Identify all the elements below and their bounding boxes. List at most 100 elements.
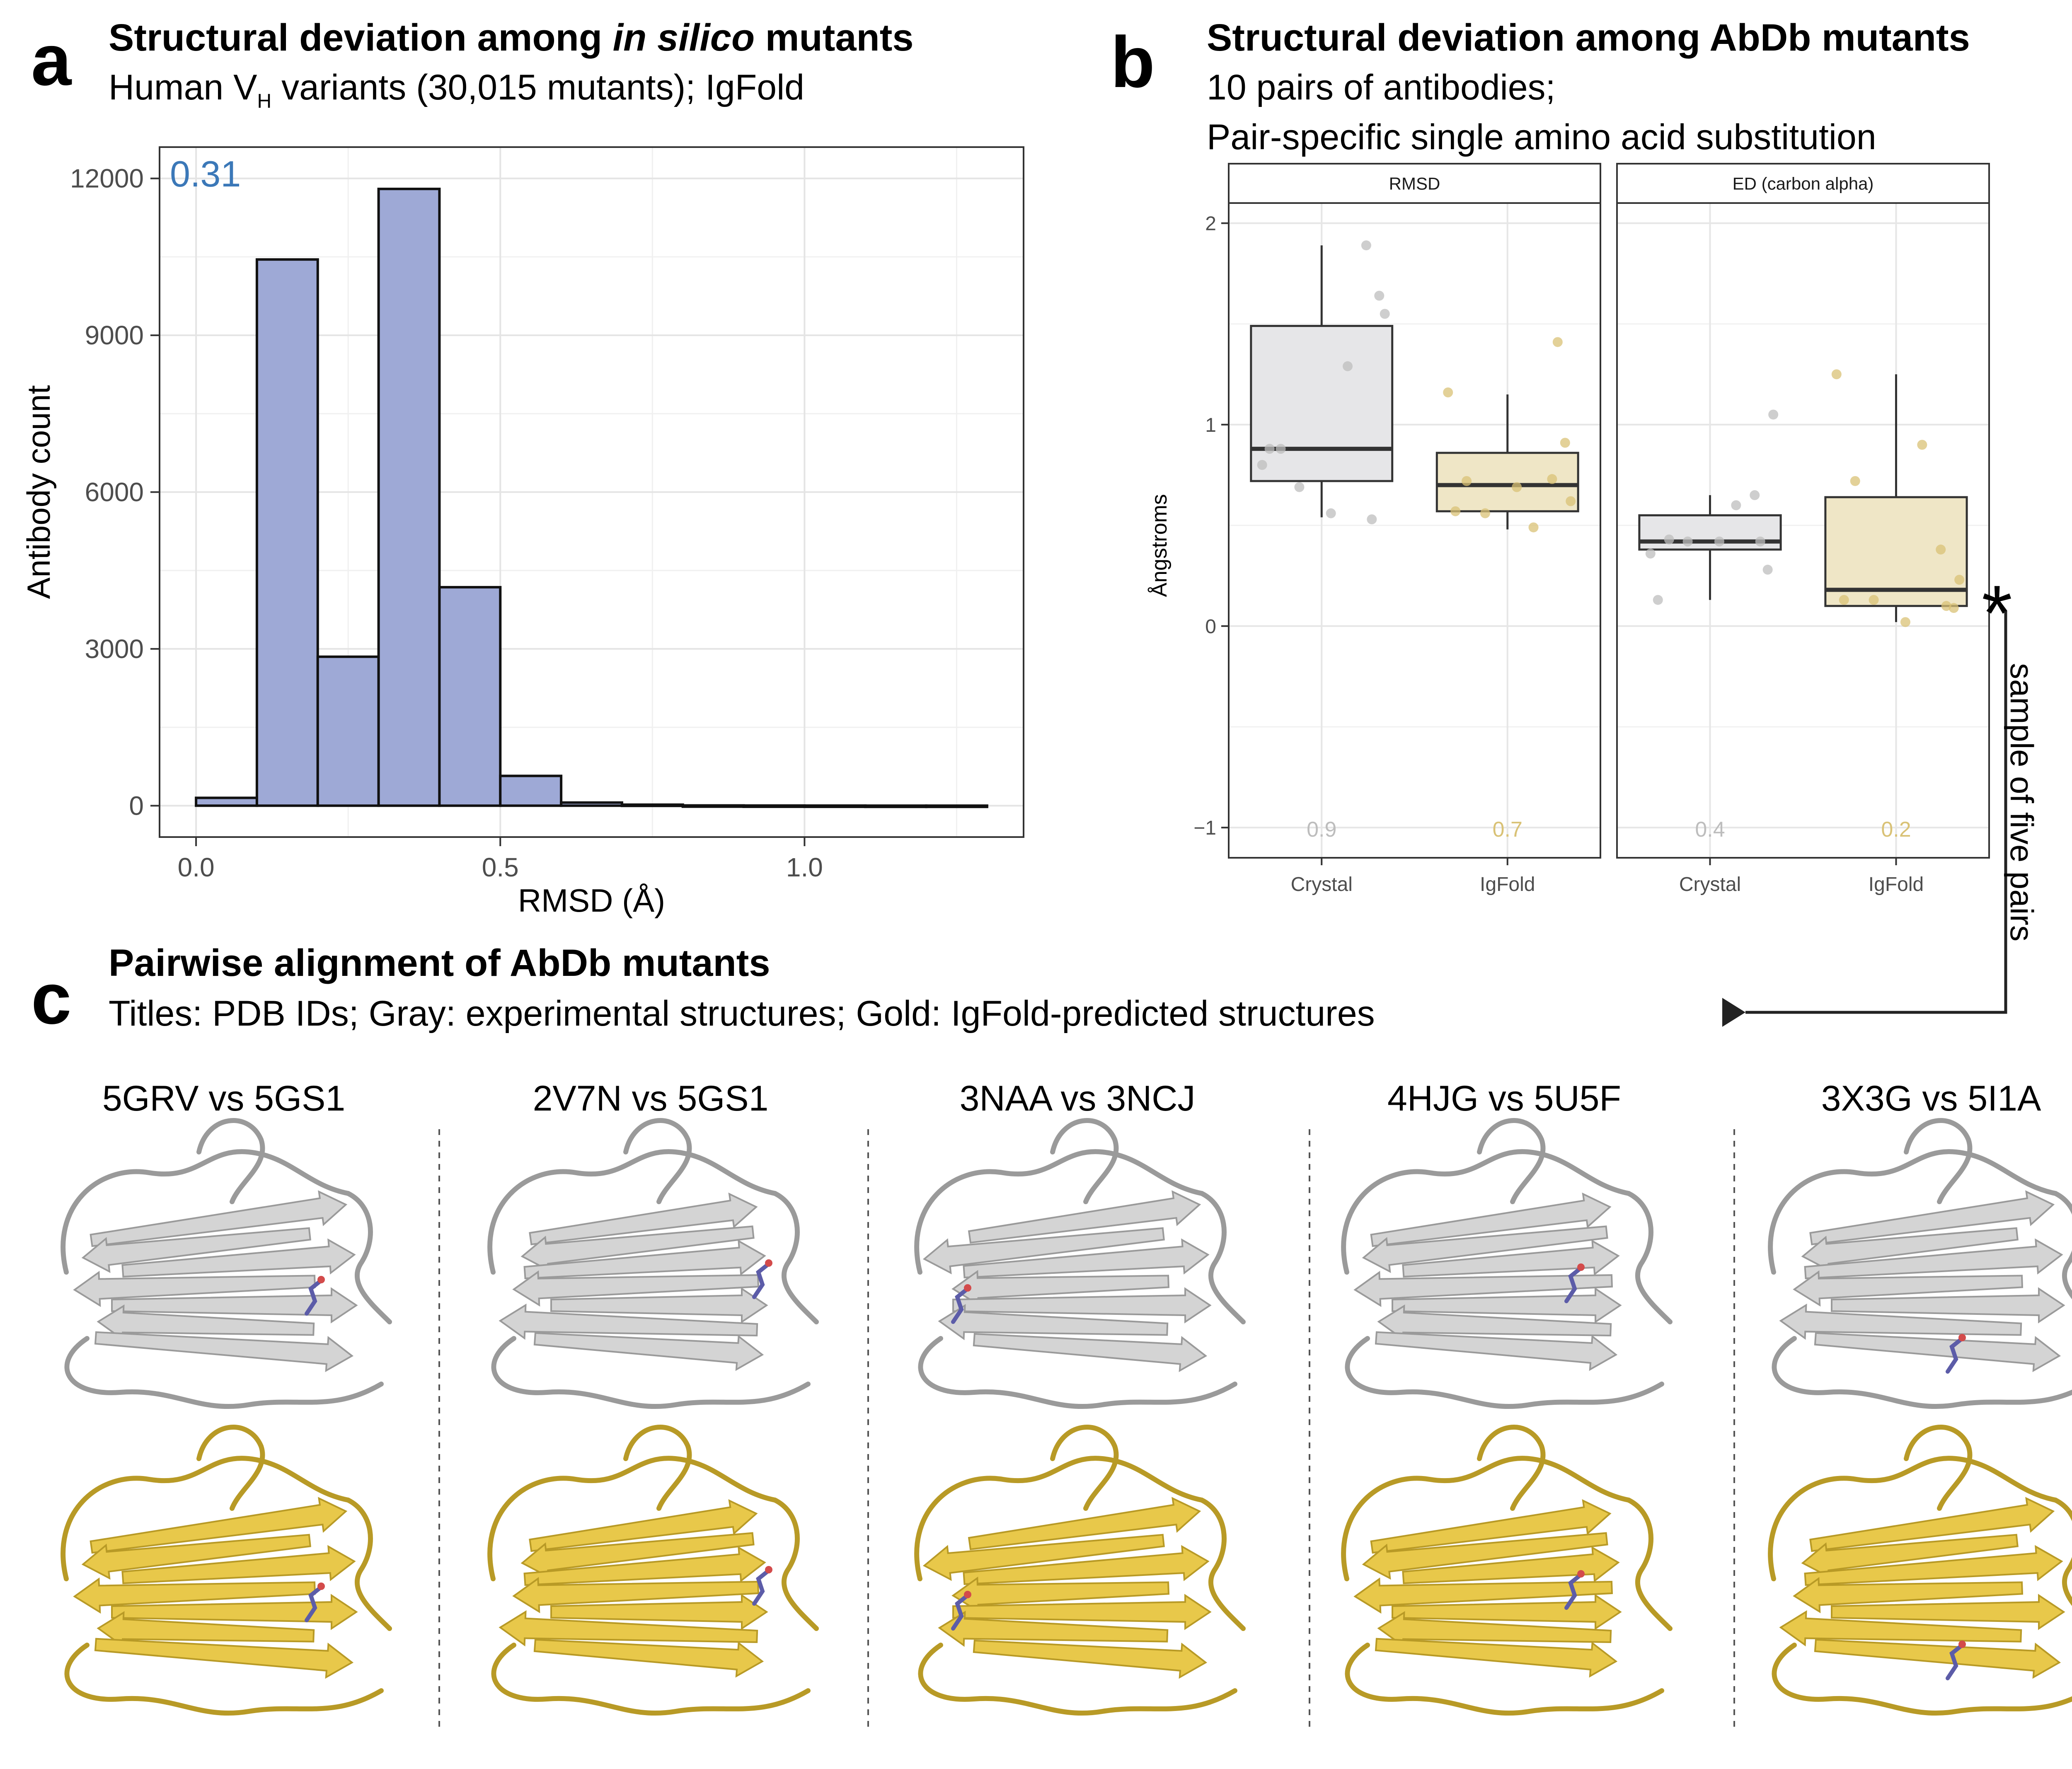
beta-strand [81,1227,311,1273]
beta-strand [520,1532,755,1578]
histogram-bar [195,796,258,807]
data-point [1367,514,1377,525]
loop-segment [1199,1498,1246,1631]
loop-segment [61,1456,351,1581]
median-label: 0.9 [1307,818,1336,842]
y-tick-label: 1 [1205,414,1216,436]
mutated-residue [951,1593,970,1631]
y-axis-title: Ångstroms [1147,494,1172,597]
beta-strand [968,1190,1201,1244]
beta-strand [533,1638,764,1678]
beta-strand [529,1499,758,1552]
histogram-bar [925,804,988,808]
beta-strand [1370,1499,1612,1554]
loop-segment [918,1643,1237,1716]
beta-strand [1793,1270,2024,1307]
median-label: 0.2 [1881,818,1911,842]
beta-strand [922,1534,1165,1581]
protein-ribbon [914,1118,1246,1409]
beta-strand [1801,1227,2019,1272]
data-point [1731,500,1741,511]
data-point [1264,444,1275,454]
beta-strand [529,1192,758,1246]
beta-strand [499,1610,758,1647]
loop-segment [1904,1425,1973,1511]
beta-strand [1814,1638,2061,1679]
data-point [1917,440,1927,450]
beta-strand [951,1576,1170,1613]
histogram-bar [438,586,502,807]
x-tick-label: Crystal [1291,874,1353,895]
beta-strand [922,1227,1165,1275]
y-axis-title: Antibody count [20,385,57,599]
beta-strand [963,1238,1210,1279]
loop-segment [1626,1498,1673,1631]
residue-oxygen [765,1566,772,1573]
structure-pair: 5GRV vs 5GS1 [61,1079,392,1716]
beta-strand [1801,1534,2019,1578]
pair-title: 4HJG vs 5U5F [1387,1079,1621,1118]
mutated-residue [1564,1573,1583,1610]
loop-segment [772,1191,819,1324]
beta-strand [97,1304,315,1341]
data-point [1714,536,1724,547]
loop-segment [61,1149,351,1275]
histogram-bar [560,801,623,807]
data-point [1560,438,1570,448]
data-point [1936,544,1946,555]
pair-title: 3X3G vs 5I1A [1821,1079,2041,1118]
data-point [1831,369,1842,380]
x-axis-title: RMSD (Å) [518,882,665,919]
panel-a: a Structural deviation among in silico m… [20,17,1024,919]
data-point [1547,474,1557,484]
sample-arrow-label: sample of five pairs [2004,663,2040,941]
histogram-bar [742,804,806,808]
beta-strand [1809,1497,2055,1552]
data-point [1682,536,1693,547]
beta-strand [938,1610,1169,1647]
y-tick-label: 2 [1205,213,1216,235]
beta-strand [1779,1303,2022,1340]
data-point [1512,482,1522,492]
significance-asterisk: * [1982,569,2012,657]
panel-a-title: Structural deviation among in silico mut… [109,17,914,59]
panel-a-letter: a [31,20,72,101]
histogram-bar [255,258,319,807]
histogram-chart: 0.0 0.5 1.0 0 3000 6000 9000 12000 RMSD (Å) Antib… [20,146,1024,919]
loop-segment [1477,1118,1546,1204]
histogram-bar [377,187,441,807]
beta-strand [1804,1238,2063,1280]
x-tick-label: IgFold [1480,874,1535,895]
sample-arrow [1722,611,2007,1027]
facet-strip [1616,163,1990,204]
beta-strand [1362,1532,1608,1580]
y-tick-label: 12000 [70,164,144,194]
loop-segment [1768,1149,2058,1275]
loop-segment [1050,1425,1119,1511]
mutated-residue [305,1585,323,1622]
beta-strand [1362,1225,1608,1273]
median-label: 0.7 [1493,818,1523,842]
x-tick-label: Crystal [1679,874,1741,895]
beta-strand [938,1304,1169,1341]
loop-segment [196,1118,265,1204]
loop-segment [918,1336,1237,1409]
facet-rmsd: RMSD 0.9 Crystal 0.7 IgFold [1228,163,1601,895]
pair-title: 5GRV vs 5GS1 [102,1079,345,1118]
protein-ribbon [914,1425,1246,1716]
beta-strand [90,1190,348,1247]
data-point [1343,361,1353,371]
loop-segment [1477,1425,1546,1511]
protein-ribbon [1341,1118,1673,1409]
beta-strand [1814,1332,2061,1372]
y-tick-label: 9000 [85,320,144,350]
panel-b-letter: b [1111,22,1155,103]
data-point [1839,595,1849,605]
loop-segment [1341,1456,1631,1581]
loop-segment [623,1118,692,1204]
facet-background [1229,203,1600,858]
data-point [1374,290,1385,301]
panel-b-subtitle-line1: 10 pairs of antibodies; [1207,68,1555,107]
